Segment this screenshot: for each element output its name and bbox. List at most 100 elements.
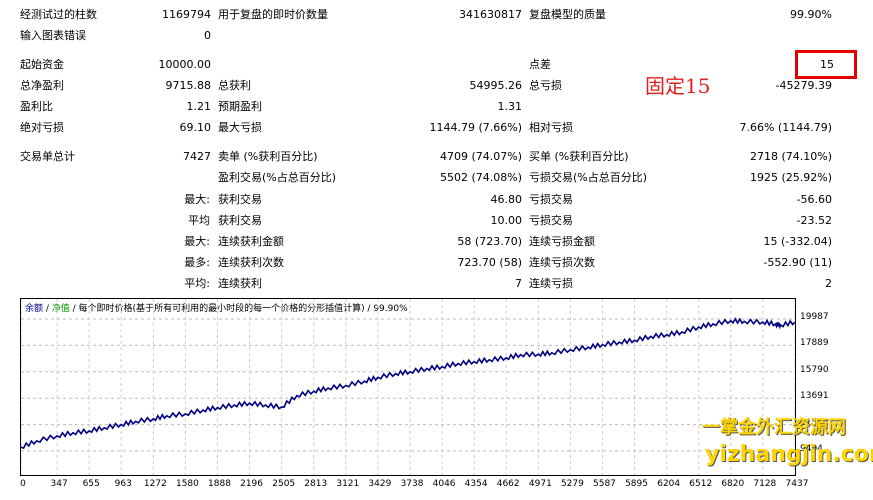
- annotation-fixed-spread: 固定15: [645, 74, 711, 98]
- legend-sep: /: [43, 304, 52, 314]
- report-label-col3: 复盘模型的质量: [529, 8, 606, 21]
- y-tick-label: 17889: [800, 338, 829, 349]
- report-label-col3: 连续亏损次数: [529, 256, 595, 269]
- x-tick-label: 3121: [336, 479, 360, 489]
- report-value-col1: 1169794: [162, 8, 211, 21]
- x-tick-label: 6204: [657, 479, 681, 489]
- watermark-url: yizhangjin.com: [705, 442, 873, 467]
- x-tick-label: 2813: [304, 479, 328, 489]
- spread-value: 15: [820, 58, 834, 71]
- x-tick-label: 7128: [753, 479, 777, 489]
- x-tick-label: 1272: [143, 479, 167, 489]
- report-value-col1: 69.10: [179, 121, 212, 134]
- x-tick-label: 4354: [464, 479, 488, 489]
- report-label-col1: 输入图表错误: [20, 29, 86, 42]
- report-value-col2: 7: [515, 277, 522, 290]
- x-tick-label: 3429: [368, 479, 392, 489]
- report-label-col2: 连续获利次数: [218, 256, 284, 269]
- report-value-col1: 10000.00: [158, 58, 212, 71]
- chart-description: / 每个即时价格(基于所有可利用的最小时段的每一个价格的分形插值计算) / 99…: [69, 304, 408, 314]
- x-tick-label: 1580: [175, 479, 199, 489]
- balance-series-line: [21, 317, 795, 450]
- report-label-col2: 连续获利金额: [218, 235, 284, 248]
- report-value-col2: 58 (723.70): [457, 235, 522, 248]
- y-tick-label: 9494: [800, 444, 823, 454]
- report-value-col3: 1925 (25.92%): [749, 171, 832, 184]
- report-value-col3: 99.90%: [790, 8, 832, 21]
- legend-equity: 净值: [51, 304, 70, 314]
- x-tick-label: 2505: [272, 479, 296, 489]
- report-prefix: 最大:: [184, 193, 210, 206]
- x-tick-label: 3738: [400, 479, 424, 489]
- report-label-col3: 连续亏损金额: [529, 235, 595, 248]
- report-label-col1: 起始资金: [20, 58, 64, 71]
- report-prefix: 平均: [188, 214, 210, 227]
- report-label-col2: 连续获利: [218, 277, 262, 290]
- y-tick-label: 19987: [800, 312, 829, 322]
- report-label-col2: 卖单 (%获利百分比): [218, 150, 318, 163]
- report-label-col3: 总亏损: [529, 79, 562, 92]
- report-label-col1: 盈利比: [20, 100, 53, 113]
- report-label-col1: 经测试过的柱数: [20, 8, 97, 21]
- report-prefix: 平均:: [184, 277, 210, 290]
- report-value-col2: 46.80: [490, 193, 523, 206]
- report-value-col1: 0: [204, 29, 211, 42]
- chart-plot: [21, 299, 795, 475]
- y-tick-label: 13691: [800, 391, 829, 402]
- report-label-col3: 买单 (%获利百分比): [529, 150, 629, 163]
- report-value-col3: 15 (-332.04): [763, 235, 832, 248]
- report-value-col3: -23.52: [796, 214, 832, 227]
- x-tick-label: 347: [50, 479, 68, 489]
- report-value-col2: 10.00: [490, 214, 523, 227]
- report-label-col1: 交易单总计: [20, 150, 75, 163]
- report-value-col2: 54995.26: [469, 79, 523, 92]
- report-label-col3: 亏损交易: [529, 193, 573, 206]
- y-tick-label: 15790: [800, 364, 829, 375]
- report-value-col2: 4709 (74.07%): [439, 150, 522, 163]
- y-tick-label: 11592: [800, 417, 829, 428]
- report-label-col2: 最大亏损: [218, 121, 262, 134]
- watermark-title: 一掌金外汇资源网: [702, 417, 846, 438]
- report-label-col2: 用于复盘的即时价数量: [218, 8, 328, 21]
- x-tick-label: 5279: [560, 479, 584, 489]
- report-label-col3: 相对亏损: [529, 121, 573, 134]
- report-value-col1: 1.21: [186, 100, 212, 113]
- report-value-col2: 341630817: [459, 8, 522, 21]
- report-label-col2: 预期盈利: [218, 100, 262, 113]
- report-value-col2: 1144.79 (7.66%): [429, 121, 522, 134]
- report-label-col2: 获利交易: [218, 193, 262, 206]
- report-value-col3: -56.60: [796, 193, 832, 206]
- x-tick-label: 5587: [593, 479, 616, 489]
- report-value-col2: 5502 (74.08%): [439, 171, 522, 184]
- chart-header: 余额 / 净值 / 每个即时价格(基于所有可利用的最小时段的每一个价格的分形插值…: [25, 301, 408, 314]
- spread-highlight-box: 15: [795, 50, 857, 79]
- report-label-col3: 点差: [529, 58, 551, 71]
- report-prefix: 最大:: [184, 235, 210, 248]
- report-label-col3: 亏损交易: [529, 214, 573, 227]
- x-tick-label: 655: [82, 479, 100, 489]
- x-tick-label: 963: [114, 479, 132, 489]
- report-label-col2: 获利交易: [218, 214, 262, 227]
- x-tick-label: 2196: [240, 479, 263, 489]
- report-prefix: 最多:: [184, 256, 210, 269]
- x-tick-label: 7437: [785, 479, 809, 489]
- report-value-col1: 7427: [183, 150, 211, 163]
- report-label-col2: 盈利交易(%占总百分比): [218, 171, 337, 184]
- x-tick-label: 6820: [721, 479, 745, 489]
- report-value-col2: 1.31: [497, 100, 523, 113]
- report-value-col1: 9715.88: [165, 79, 212, 92]
- report-value-col3: 2: [825, 277, 832, 290]
- x-tick-label: 4046: [432, 479, 456, 489]
- report-label-col1: 绝对亏损: [20, 121, 64, 134]
- x-tick-label: 1888: [208, 479, 231, 489]
- x-tick-label: 5895: [625, 479, 648, 489]
- x-tick-label: 4662: [496, 479, 520, 489]
- report-value-col2: 723.70 (58): [457, 256, 522, 269]
- report-label-col2: 总获利: [218, 79, 251, 92]
- report-value-col3: 7.66% (1144.79): [739, 121, 832, 134]
- x-tick-label: 4971: [528, 479, 552, 489]
- report-value-col3: 2718 (74.10%): [749, 150, 832, 163]
- x-tick-label: 0: [20, 479, 26, 489]
- report-label-col1: 总净盈利: [20, 79, 64, 92]
- x-tick-label: 6512: [689, 479, 713, 489]
